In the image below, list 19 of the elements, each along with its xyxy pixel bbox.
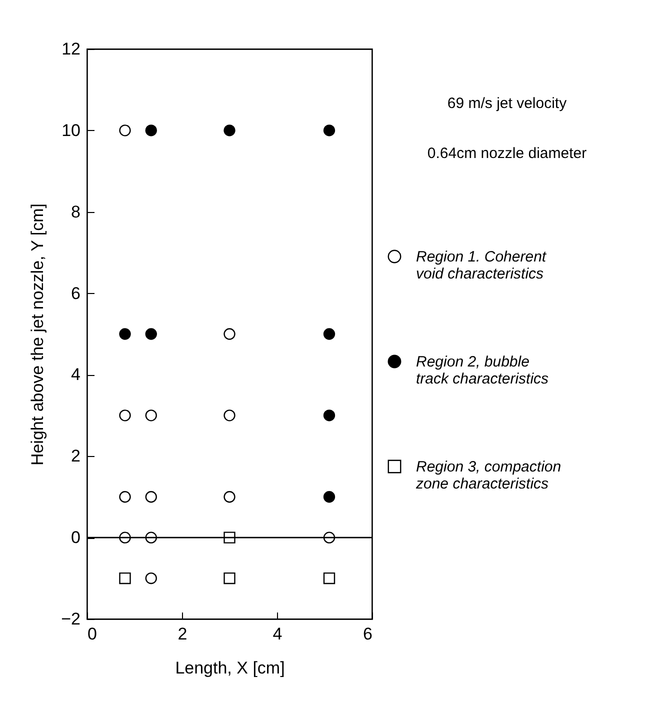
text: 0.64cm nozzle diameter: [427, 145, 587, 162]
x-axis-title: Length, X [cm]: [175, 658, 285, 678]
y-tick-label: 10: [62, 120, 80, 140]
x-tick-label: 4: [272, 624, 282, 644]
x-tick-label: 2: [178, 624, 188, 644]
legend-label: Region 1. Coherent void characteristics: [416, 248, 547, 282]
y-tick-label: 12: [62, 40, 80, 58]
y-tick-label: 6: [71, 284, 80, 303]
y-axis-title: Height above the jet nozzle, Y [cm]: [28, 203, 48, 466]
y-tick-label: 2: [71, 446, 80, 466]
y-tick-label: 4: [71, 365, 80, 384]
y-tick-label: −2: [61, 610, 80, 628]
text: 69 m/s jet velocity: [447, 95, 568, 112]
legend-label: Region 2, bubble track characteristics: [416, 354, 550, 388]
x-tick-label: 0: [88, 624, 97, 644]
y-tick-label: 8: [71, 202, 80, 222]
x-tick-label: 6: [363, 624, 372, 644]
legend-label: Region 3, compaction zone characteristics: [415, 458, 562, 492]
y-tick-label: 0: [71, 528, 80, 548]
